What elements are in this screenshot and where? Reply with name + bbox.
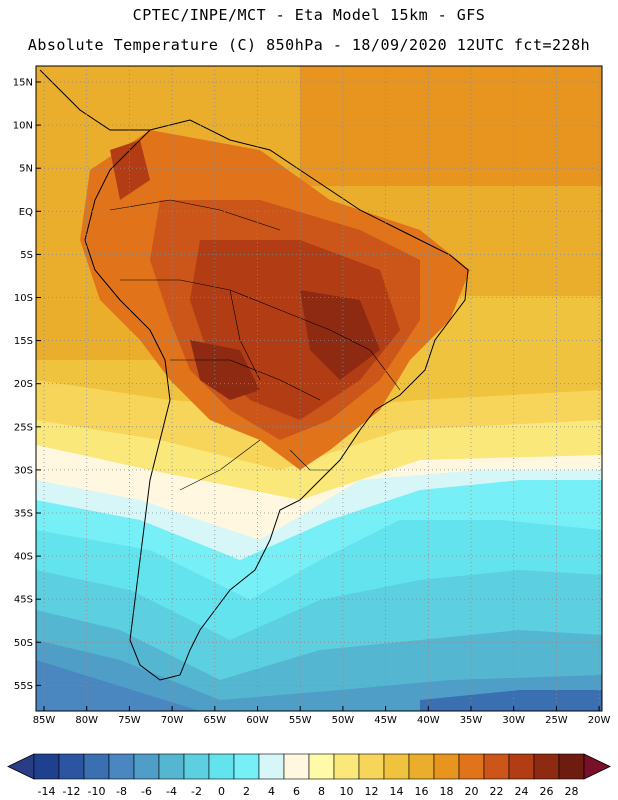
colorbar-segment [408, 753, 435, 780]
lon-label: 35W [460, 715, 483, 726]
longitude-axis: 85W 80W 75W 70W 65W 60W 55W 50W 45W 40W 35W 30W 25W 2… [33, 706, 611, 726]
colorbar-label: 22 [490, 785, 504, 798]
colorbar-segment [208, 753, 235, 780]
colorbar-labels: -14 -12 -10 -8 -6 -4 -2 0 2 4 6 8 10 12 14 16 18 20 22 24 26… [38, 785, 579, 798]
lat-label: 10S [14, 293, 33, 304]
colorbar-label: -2 [191, 785, 202, 798]
colorbar-low-arrow [7, 753, 35, 780]
colorbar-segment [558, 753, 585, 780]
colorbar-segment [33, 753, 60, 780]
lat-label: 15N [13, 78, 33, 89]
colorbar-label: 6 [293, 785, 300, 798]
lon-label: 60W [246, 715, 269, 726]
lat-label: 10N [13, 121, 33, 132]
lat-label: 15S [14, 336, 33, 347]
colorbar-label: 18 [440, 785, 454, 798]
lat-label: 5S [20, 250, 33, 261]
colorbar-segment [258, 753, 285, 780]
colorbar-label: 16 [415, 785, 429, 798]
colorbar-segment [58, 753, 85, 780]
colorbar-segment [483, 753, 510, 780]
colorbar-segment [333, 753, 360, 780]
colorbar-label: -4 [166, 785, 177, 798]
colorbar-segment [383, 753, 410, 780]
lat-label: 5N [19, 164, 33, 175]
lon-label: 85W [33, 715, 56, 726]
colorbar-segment [183, 753, 210, 780]
coastline [39, 69, 469, 681]
colorbar-segment [433, 753, 460, 780]
colorbar-segment [358, 753, 385, 780]
colorbar-label: -14 [38, 785, 56, 798]
lon-label: 25W [545, 715, 568, 726]
colorbar-label: -10 [88, 785, 106, 798]
lon-label: 45W [374, 715, 397, 726]
colorbar-label: 8 [318, 785, 325, 798]
colorbar-label: 26 [540, 785, 554, 798]
lat-label: 55S [14, 681, 33, 692]
temperature-field [36, 66, 602, 711]
lon-label: 70W [161, 715, 184, 726]
colorbar-segment [508, 753, 535, 780]
lon-label: 55W [289, 715, 312, 726]
lat-label: EQ [19, 207, 33, 218]
colorbar-label: 4 [268, 785, 275, 798]
map-title: CPTEC/INPE/MCT - Eta Model 15km - GFS [132, 6, 486, 24]
lon-label: 40W [417, 715, 440, 726]
colorbar-label: 12 [365, 785, 379, 798]
lon-label: 80W [75, 715, 98, 726]
colorbar-label: 2 [243, 785, 250, 798]
colorbar-segment [83, 753, 110, 780]
latitude-axis: 15N 10N 5N EQ 5S 10S 15S 20S 25S 30S 35S 40S 45S 50S 5… [13, 78, 41, 692]
colorbar-high-arrow [583, 753, 611, 780]
lat-label: 35S [14, 509, 33, 520]
lat-label: 40S [14, 552, 33, 563]
colorbar-label: -8 [116, 785, 127, 798]
lat-label: 20S [14, 379, 33, 390]
colorbar-segment [308, 753, 335, 780]
lon-label: 30W [502, 715, 525, 726]
lat-label: 30S [14, 465, 33, 476]
lat-label: 50S [14, 638, 33, 649]
colorbar-label: 20 [465, 785, 479, 798]
colorbar-segment [533, 753, 560, 780]
colorbar-label: 0 [218, 785, 225, 798]
lon-label: 50W [332, 715, 355, 726]
colorbar-label: 10 [340, 785, 354, 798]
map-frame [35, 65, 603, 712]
colorbar [7, 753, 611, 780]
colorbar-label: 14 [390, 785, 404, 798]
colorbar-label: -12 [63, 785, 81, 798]
lon-label: 65W [203, 715, 226, 726]
colorbar-label: 28 [565, 785, 579, 798]
colorbar-segment [108, 753, 135, 780]
lon-label: 75W [118, 715, 141, 726]
colorbar-segment [158, 753, 185, 780]
colorbar-segment [233, 753, 260, 780]
colorbar-segment [283, 753, 310, 780]
colorbar-segment [133, 753, 160, 780]
colorbar-label: 24 [515, 785, 529, 798]
map-subtitle: Absolute Temperature (C) 850hPa - 18/09/… [27, 36, 591, 54]
lat-label: 25S [14, 422, 33, 433]
colorbar-label: -6 [141, 785, 152, 798]
lon-label: 20W [588, 715, 611, 726]
lat-label: 45S [14, 595, 33, 606]
colorbar-segment [458, 753, 485, 780]
